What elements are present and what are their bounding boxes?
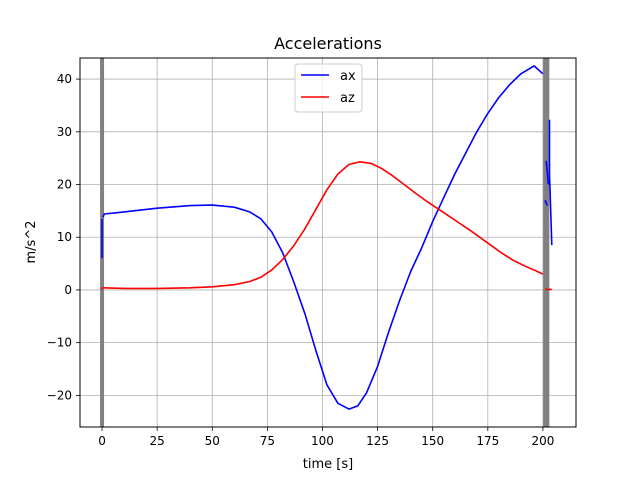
legend: ax az (294, 63, 363, 113)
chart-title: Accelerations (274, 34, 382, 53)
plot-frame (79, 57, 577, 428)
y-tick-label: 40 (57, 72, 72, 86)
x-tick-label: 125 (366, 434, 389, 448)
tick-layer: 0 25 50 75 100 125 150 175 200 −20 −10 0 10 20 30 40 (47, 72, 555, 448)
y-tick-label: 20 (57, 178, 72, 192)
series-line-ax (544, 199, 549, 206)
legend-label-ax: ax (340, 69, 356, 84)
y-tick-label: 0 (64, 283, 72, 297)
series-line-ax (548, 119, 553, 246)
x-tick-label: 25 (150, 434, 165, 448)
series-layer (101, 65, 553, 410)
x-tick-label: 100 (311, 434, 334, 448)
series-line-ax (102, 65, 544, 410)
legend-label-az: az (340, 91, 355, 106)
x-tick-label: 150 (421, 434, 444, 448)
grid-layer (80, 58, 576, 427)
legend-box (294, 63, 363, 113)
y-tick-label: −10 (47, 336, 72, 350)
y-tick-label: 30 (57, 125, 72, 139)
x-tick-label: 200 (531, 434, 554, 448)
x-tick-label: 50 (205, 434, 220, 448)
y-axis-label: m/s^2 (24, 221, 39, 264)
series-line-ax (545, 160, 550, 185)
x-tick-label: 0 (98, 434, 106, 448)
x-tick-label: 175 (476, 434, 499, 448)
series-line-az (103, 161, 544, 290)
y-tick-label: −20 (47, 388, 72, 402)
x-axis-label: time [s] (303, 457, 353, 472)
x-tick-label: 75 (260, 434, 275, 448)
y-tick-label: 10 (57, 230, 72, 244)
